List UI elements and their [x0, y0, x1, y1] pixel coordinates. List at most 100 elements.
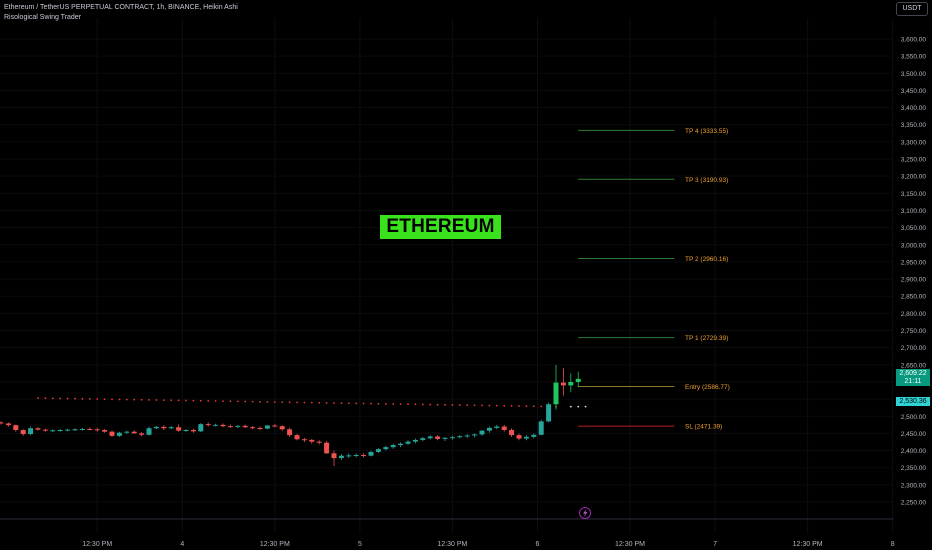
y-tick-label: 3,350.00: [901, 122, 927, 129]
candle-body: [176, 427, 182, 431]
candle-body: [405, 441, 411, 444]
candle-body: [338, 455, 344, 459]
candle-body: [294, 435, 300, 440]
x-tick-label: 12:30 PM: [793, 541, 823, 548]
y-tick-label: 2,300.00: [901, 482, 927, 489]
y-tick-label: 2,250.00: [901, 500, 927, 507]
candle-body: [568, 381, 574, 386]
candle-body: [42, 429, 48, 431]
y-tick-label: 3,450.00: [901, 88, 927, 95]
red-dot: [518, 405, 520, 407]
red-dot: [333, 402, 335, 404]
candle-body: [486, 427, 492, 431]
red-dot: [340, 402, 343, 405]
red-dot: [399, 403, 402, 405]
red-dot: [81, 397, 84, 400]
candle-body: [361, 455, 367, 457]
candle-body: [353, 455, 359, 457]
candle-body: [183, 429, 189, 431]
candle-body: [153, 426, 159, 429]
candle-body: [531, 434, 537, 437]
red-dot: [392, 403, 395, 405]
red-dot: [458, 404, 461, 406]
red-dot: [384, 402, 387, 405]
candle-body: [472, 434, 478, 436]
candle-body: [227, 426, 233, 428]
red-dot: [414, 403, 417, 406]
red-dot: [162, 399, 165, 402]
countdown-tag: 21:11: [896, 377, 930, 386]
candle-body: [427, 436, 433, 439]
candle-body: [257, 427, 263, 429]
red-dot: [207, 399, 210, 402]
red-dot: [540, 405, 543, 408]
red-dot: [473, 404, 476, 407]
red-dot: [503, 404, 506, 407]
lightning-icon[interactable]: [579, 507, 591, 519]
level-label: Entry (2586.77): [685, 384, 730, 391]
candle-body: [242, 425, 248, 428]
candle-body: [65, 429, 71, 431]
candle-body: [398, 443, 404, 446]
level-label: TP 2 (2960.16): [685, 256, 728, 263]
y-tick-label: 2,900.00: [901, 277, 927, 284]
last-price-tag: 2,609.22: [896, 369, 930, 378]
candle-body: [457, 436, 463, 438]
red-dot: [266, 400, 269, 403]
red-dot: [429, 403, 432, 406]
red-dot: [170, 399, 173, 402]
candle-body: [390, 445, 396, 448]
red-dot: [303, 401, 306, 404]
y-tick-label: 3,500.00: [901, 71, 927, 78]
red-dot: [288, 401, 291, 404]
red-dot: [229, 400, 232, 403]
x-tick-label: 12:30 PM: [82, 541, 112, 548]
candle-body: [324, 442, 330, 454]
candle-body: [28, 428, 34, 435]
y-tick-label: 3,250.00: [901, 157, 927, 164]
candle-body: [250, 427, 256, 429]
red-dot: [481, 404, 483, 407]
candle-body: [79, 428, 85, 430]
red-dot: [111, 398, 113, 401]
white-dot: [584, 405, 587, 408]
candle-body: [287, 429, 293, 436]
y-tick-label: 2,400.00: [901, 448, 927, 455]
candle-body: [375, 449, 381, 452]
red-dot: [273, 401, 276, 403]
price-axis: 2,250.00 2,300.00 2,350.00 2,400.00 2,450.00…: [901, 37, 927, 507]
time-axis: 12:30 PM 4 12:30 PM 5 12:30 PM 6 12:30 PM 7 12:3…: [82, 541, 895, 548]
chart-header: Ethereum / TetherUS PERPETUAL CONTRACT, …: [4, 3, 238, 23]
icon-bolt: [583, 509, 588, 517]
candle-body: [13, 425, 19, 430]
currency-button[interactable]: USDT: [896, 2, 928, 16]
white-dot: [577, 405, 580, 408]
red-dot: [192, 399, 195, 402]
candle-body: [35, 428, 41, 430]
candle-body: [50, 430, 56, 432]
y-tick-label: 3,300.00: [901, 139, 927, 146]
red-dot: [362, 402, 365, 405]
red-dot: [421, 403, 424, 406]
candle-body: [213, 424, 219, 426]
candle-body: [102, 429, 108, 432]
indicator-name[interactable]: Risological Swing Trader: [4, 14, 82, 21]
red-dot: [88, 398, 91, 400]
red-dot: [466, 404, 469, 407]
candle-body: [272, 425, 278, 427]
x-tick-label: 4: [180, 541, 184, 548]
y-tick-label: 3,100.00: [901, 208, 927, 215]
candle-body: [501, 426, 507, 430]
candle-body: [346, 455, 352, 457]
indicator-dots: [37, 397, 587, 408]
red-dot: [199, 399, 202, 402]
candle-body: [449, 437, 455, 439]
candle-body: [57, 429, 63, 431]
candle-body: [87, 428, 93, 430]
candle-body: [205, 424, 211, 426]
red-dot: [125, 398, 128, 401]
candle-body: [479, 430, 485, 435]
red-dot: [251, 400, 254, 403]
x-tick-label: 8: [891, 541, 895, 548]
